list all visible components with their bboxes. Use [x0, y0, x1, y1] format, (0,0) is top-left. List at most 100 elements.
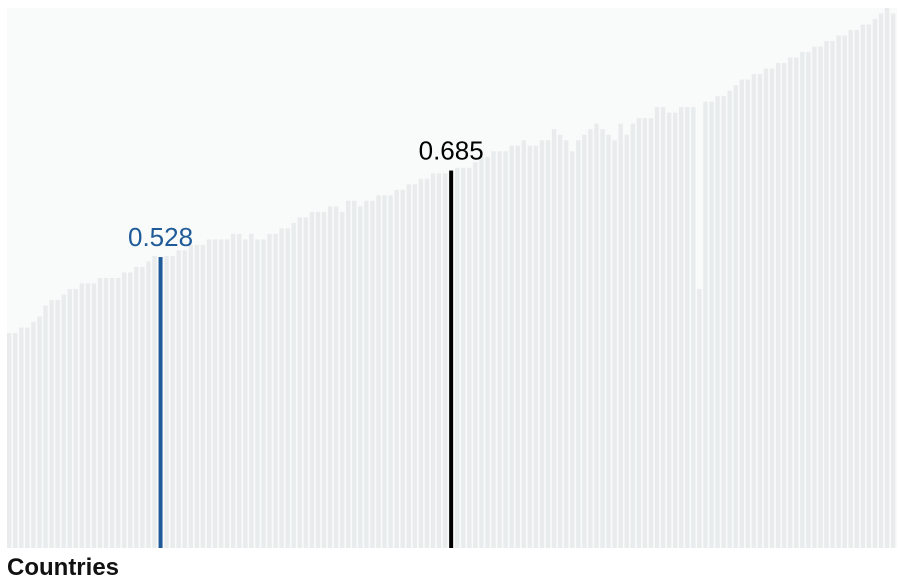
bar	[830, 41, 835, 549]
bar	[152, 255, 157, 548]
bar	[769, 68, 775, 549]
bar	[49, 300, 54, 548]
bar	[19, 327, 24, 548]
bar	[164, 255, 169, 548]
bar	[436, 173, 442, 548]
bar	[788, 57, 793, 549]
bar	[709, 101, 714, 549]
bar	[182, 250, 187, 548]
bar	[255, 239, 260, 548]
bar	[188, 244, 193, 548]
bar	[775, 63, 781, 548]
bar	[206, 239, 212, 548]
bar	[358, 206, 363, 548]
bar	[194, 244, 200, 548]
bar	[672, 112, 678, 548]
bar	[370, 200, 375, 549]
bar	[285, 228, 290, 548]
bar	[455, 167, 460, 549]
bar	[79, 283, 85, 548]
bar	[85, 283, 91, 548]
bar	[812, 46, 817, 548]
bar	[382, 195, 387, 548]
bar	[727, 90, 732, 549]
highlight-bar	[449, 170, 454, 549]
bar	[424, 178, 430, 548]
bar	[703, 101, 708, 549]
bar	[860, 24, 866, 548]
bar	[854, 30, 859, 549]
bar	[31, 322, 36, 548]
bar	[763, 68, 769, 549]
bar	[176, 250, 181, 548]
bar	[200, 244, 206, 548]
bar	[115, 278, 121, 548]
bar	[618, 123, 623, 549]
bar	[715, 96, 720, 548]
bar	[91, 283, 97, 548]
bar	[37, 316, 42, 548]
bar	[13, 333, 18, 548]
bar	[321, 211, 327, 548]
highlight-value-label: 0.685	[419, 136, 484, 166]
bar	[557, 134, 563, 549]
bar	[509, 145, 514, 548]
bar	[249, 233, 254, 549]
bar	[128, 272, 133, 548]
bar	[140, 266, 145, 548]
bar	[654, 107, 660, 549]
bar	[231, 233, 236, 549]
bar	[388, 195, 393, 548]
bar	[315, 211, 321, 548]
highlight-bar	[158, 257, 163, 548]
bar	[570, 151, 575, 548]
bar	[267, 233, 272, 549]
bar	[394, 189, 399, 548]
highlight-group: 0.528 0.685	[128, 136, 484, 549]
bar	[648, 118, 654, 548]
bar	[521, 140, 526, 549]
bar	[794, 57, 799, 549]
bar	[479, 156, 484, 548]
bar	[824, 41, 829, 549]
bar	[606, 134, 611, 549]
bar	[467, 167, 472, 549]
bar	[733, 85, 738, 548]
bar	[376, 195, 381, 548]
bar	[109, 278, 115, 548]
bar	[303, 217, 309, 548]
bar	[55, 300, 60, 548]
bar	[878, 13, 884, 548]
bar	[485, 156, 490, 548]
bar	[527, 145, 533, 548]
bar	[73, 289, 78, 548]
bar	[339, 211, 345, 548]
bar	[261, 239, 266, 548]
bar	[612, 140, 617, 549]
bar	[503, 151, 508, 548]
bar	[25, 327, 30, 548]
bar	[818, 46, 823, 548]
x-axis-label: Countries	[7, 554, 119, 577]
bar	[491, 151, 496, 548]
bar	[309, 211, 315, 548]
bar	[884, 8, 890, 548]
highlight-value-label: 0.528	[128, 222, 193, 252]
bar	[352, 200, 357, 549]
bar	[61, 294, 66, 548]
bar	[685, 107, 690, 549]
bar	[872, 19, 878, 548]
bar	[473, 162, 478, 549]
bar	[660, 107, 666, 549]
bar	[497, 151, 502, 548]
bar	[564, 140, 569, 549]
bar	[170, 255, 175, 548]
bar	[97, 278, 103, 548]
bar	[539, 140, 545, 549]
bar	[122, 272, 127, 548]
bar	[666, 112, 672, 548]
bar	[43, 305, 48, 548]
bar	[430, 173, 436, 548]
